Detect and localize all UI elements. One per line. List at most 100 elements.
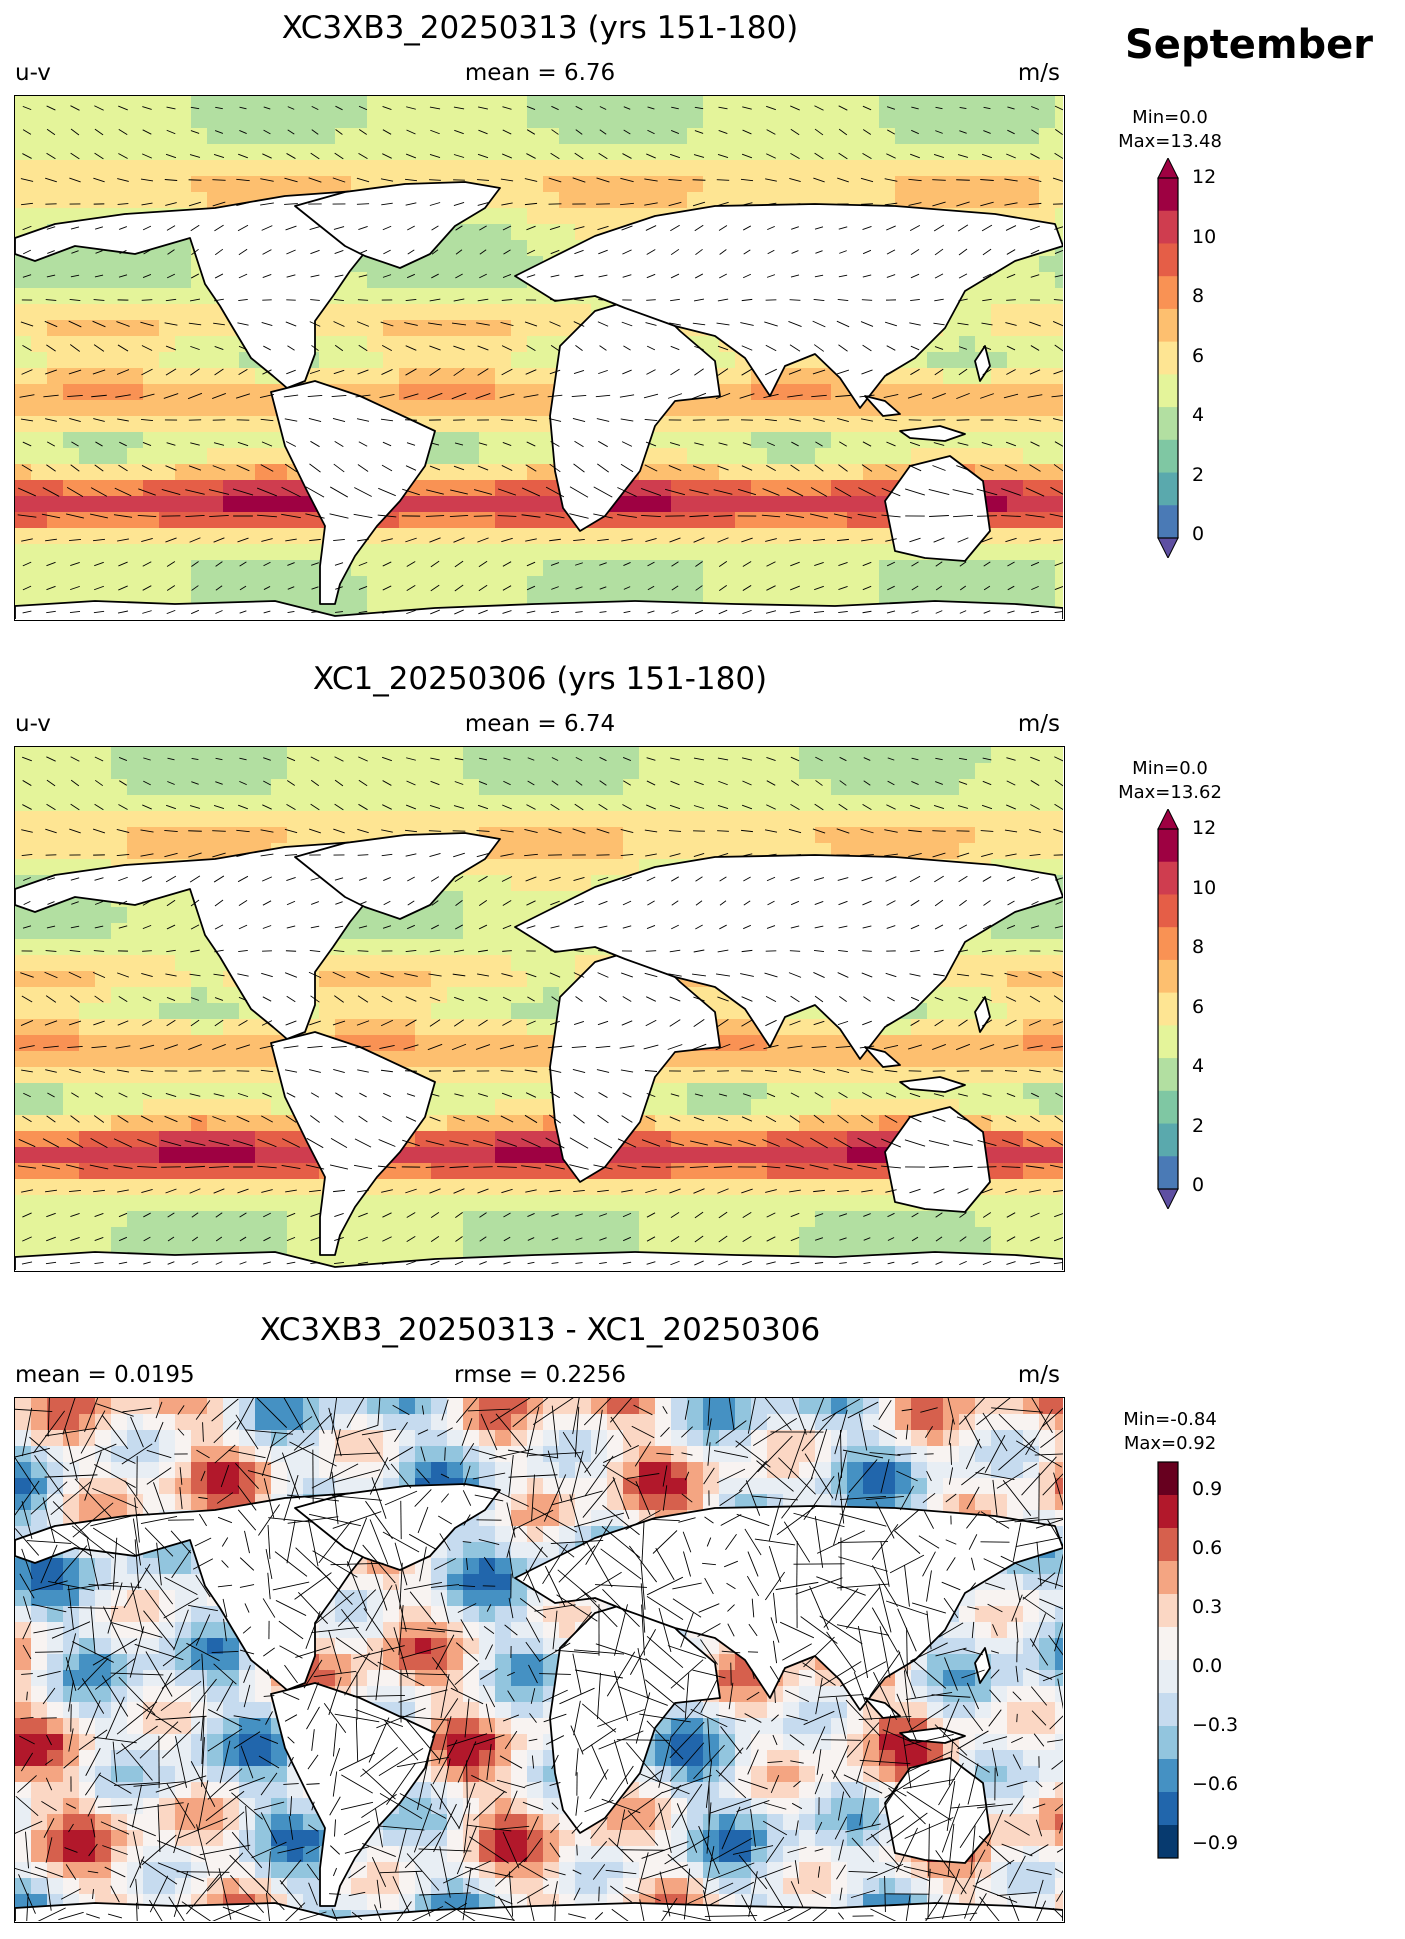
field-cell [207,432,224,449]
field-cell [207,811,224,828]
wind-vector-arrow [838,128,848,136]
field-cell [239,1179,256,1196]
wind-vector-arrow [212,201,226,207]
field-cell [847,432,864,449]
field-cell [15,811,32,828]
wind-vector-arrow [717,368,729,376]
field-cell [431,304,448,321]
wind-vector-arrow [548,418,562,422]
field-cell [463,987,480,1004]
field-cell [991,576,1008,593]
field-cell [223,1003,240,1020]
field-cell [831,795,848,812]
colorbar-segment [1158,439,1178,473]
field-cell [431,1131,448,1148]
field-cell [943,1019,960,1036]
field-cell [815,811,832,828]
field-cell [223,1051,240,1068]
field-cell [687,160,704,177]
field-cell [255,432,272,449]
field-cell [959,112,976,129]
field-cell [31,939,48,956]
field-cell [1007,464,1024,481]
wind-vector-arrow [862,585,872,591]
wind-vector-arrow [453,367,465,377]
field-cell [1039,939,1056,956]
wind-vector-arrow [573,538,585,542]
wind-vector-arrow [983,106,991,110]
field-cell [63,923,80,940]
field-cell [815,576,832,593]
field-cell [159,843,176,860]
field-cell [511,304,528,321]
field-cell [223,496,240,513]
field-cell [271,480,288,497]
field-cell [799,464,816,481]
field-cell [463,1147,480,1164]
field-cell [479,891,496,908]
field-cell [511,891,528,908]
field-cell [671,576,688,593]
field-cell [799,811,816,828]
field-cell [927,176,944,193]
wind-vector-arrow [67,394,83,398]
field-cell [959,843,976,860]
field-cell [143,352,160,369]
field-cell [335,352,352,369]
field-cell [255,1067,272,1084]
field-cell [751,1035,768,1052]
wind-vector-arrow [790,585,800,591]
wind-vector-arrow [526,345,536,351]
wind-vector-arrow [547,394,563,398]
field-cell [1007,955,1024,972]
field-cell [1023,544,1040,561]
wind-vector-arrow [117,418,129,422]
field-cell [1023,763,1040,780]
wind-vector-arrow [790,152,800,160]
field-cell [95,192,112,209]
field-cell [367,336,384,353]
wind-vector-arrow [713,489,733,495]
field-cell [783,1051,800,1068]
wind-vector-arrow [694,442,704,446]
wind-vector-arrow [95,441,103,447]
wind-vector-arrow [166,225,176,231]
field-cell [95,1163,112,1180]
field-cell [447,512,464,529]
coastline [884,455,991,562]
wind-vector-arrow [141,465,153,471]
field-cell [479,923,496,940]
wind-vector-arrow [521,487,541,497]
field-cell [111,96,128,113]
field-cell [703,400,720,417]
field-cell [495,512,512,529]
wind-vector-arrow [454,560,464,568]
field-cell [175,528,192,545]
field-cell [1039,1019,1056,1036]
wind-vector-arrow [166,106,176,110]
field-cell [1023,939,1040,956]
field-cell [79,128,96,145]
field-cell [79,811,96,828]
field-cell [143,763,160,780]
wind-vector-arrow [69,344,81,352]
field-cell [911,747,928,764]
field-cell [703,512,720,529]
field-cell [479,1067,496,1084]
wind-vector-arrow [403,393,419,399]
wind-vector-arrow [741,202,753,206]
field-cell [799,400,816,417]
field-cell [799,448,816,465]
wind-vector-arrow [215,106,223,110]
wind-vector-arrow [93,299,105,301]
field-cell [831,496,848,513]
field-cell [159,955,176,972]
field-cell [319,795,336,812]
field-cell [271,1179,288,1196]
wind-vector-arrow [406,273,416,279]
field-cell [975,843,992,860]
field-cell [767,432,784,449]
field-cell [143,544,160,561]
field-cell [511,1083,528,1100]
field-cell [943,128,960,145]
